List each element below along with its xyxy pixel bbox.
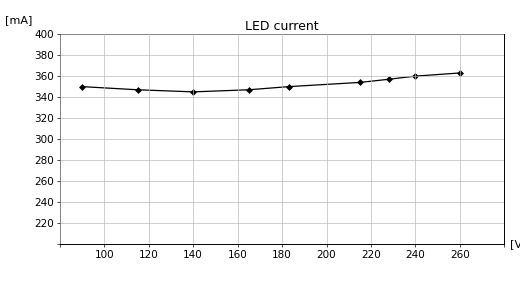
Text: [V]: [V] — [510, 239, 520, 249]
Title: LED current: LED current — [245, 20, 319, 33]
Text: [mA]: [mA] — [5, 16, 33, 26]
